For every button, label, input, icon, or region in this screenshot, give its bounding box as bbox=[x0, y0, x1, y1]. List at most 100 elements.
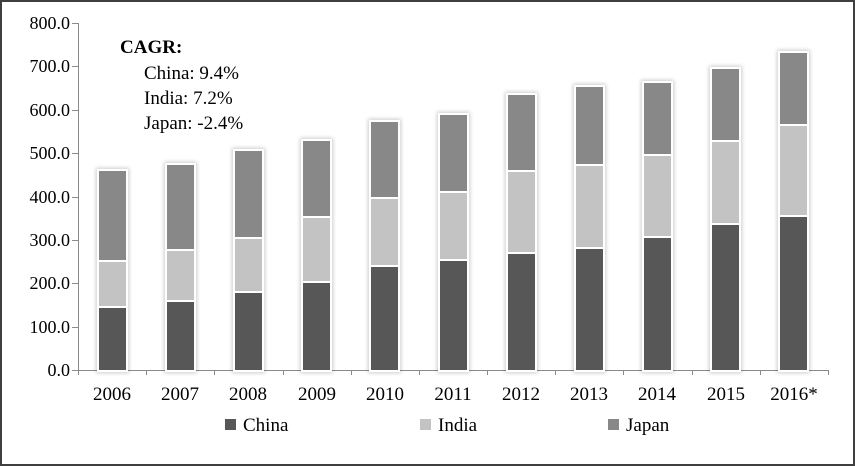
bar-segment-japan-2009 bbox=[303, 140, 330, 217]
bar-2007 bbox=[167, 164, 194, 370]
x-axis-tick bbox=[555, 370, 556, 375]
bar-segment-india-2016* bbox=[780, 123, 807, 215]
bar-segment-japan-2016* bbox=[780, 53, 807, 124]
x-axis-tick bbox=[78, 370, 79, 375]
y-axis-tick bbox=[72, 66, 78, 67]
bar-2006 bbox=[99, 170, 126, 370]
bar-segment-india-2010 bbox=[371, 197, 398, 266]
bar-segment-china-2015 bbox=[712, 223, 739, 370]
x-axis-label: 2012 bbox=[502, 384, 540, 405]
legend-item-china: China bbox=[225, 415, 288, 437]
x-axis-tick bbox=[419, 370, 420, 375]
x-axis-tick bbox=[283, 370, 284, 375]
x-axis-tick bbox=[692, 370, 693, 375]
y-axis-label: 700.0 bbox=[29, 56, 71, 76]
x-axis-tick bbox=[487, 370, 488, 375]
bar-segment-india-2014 bbox=[644, 153, 671, 236]
bar-2009 bbox=[303, 140, 330, 370]
legend-item-japan: Japan bbox=[608, 415, 669, 437]
bar-2015 bbox=[712, 69, 739, 370]
y-axis-label: 300.0 bbox=[29, 230, 71, 250]
bar-segment-japan-2008 bbox=[235, 151, 262, 238]
y-axis-label: 600.0 bbox=[29, 100, 71, 120]
bar-segment-india-2006 bbox=[99, 259, 126, 307]
y-axis-tick bbox=[72, 370, 78, 371]
bar-2011 bbox=[440, 115, 467, 370]
bar-segment-india-2009 bbox=[303, 216, 330, 281]
cagr-line-china: China: 9.4% bbox=[144, 63, 239, 84]
bar-2014 bbox=[644, 82, 671, 370]
bar-segment-india-2007 bbox=[167, 249, 194, 300]
bar-segment-india-2013 bbox=[576, 163, 603, 248]
bar-segment-japan-2012 bbox=[508, 94, 535, 171]
bar-2016* bbox=[780, 53, 807, 370]
bar-segment-japan-2015 bbox=[712, 69, 739, 140]
legend-label-china: China bbox=[243, 415, 289, 436]
legend-swatch-china-icon bbox=[225, 419, 236, 430]
y-axis-tick bbox=[72, 110, 78, 111]
bar-segment-china-2011 bbox=[440, 259, 467, 370]
x-axis-label: 2015 bbox=[707, 384, 745, 405]
bar-segment-china-2014 bbox=[644, 235, 671, 370]
x-axis-label: 2013 bbox=[570, 384, 608, 405]
bar-segment-china-2010 bbox=[371, 265, 398, 370]
bar-segment-japan-2010 bbox=[371, 121, 398, 198]
bar-2008 bbox=[235, 151, 262, 370]
bar-segment-japan-2014 bbox=[644, 82, 671, 154]
bar-2012 bbox=[508, 94, 535, 370]
cagr-line-japan: Japan: -2.4% bbox=[144, 113, 244, 134]
legend-swatch-japan-icon bbox=[608, 419, 619, 430]
bar-segment-japan-2011 bbox=[440, 115, 467, 191]
cagr-line-india: India: 7.2% bbox=[144, 88, 233, 109]
bar-segment-india-2011 bbox=[440, 190, 467, 259]
y-axis-tick bbox=[72, 240, 78, 241]
bar-2010 bbox=[371, 121, 398, 370]
bar-segment-india-2015 bbox=[712, 139, 739, 224]
x-axis-label: 2006 bbox=[93, 384, 131, 405]
y-axis-label: 400.0 bbox=[29, 187, 71, 207]
y-axis-tick bbox=[72, 283, 78, 284]
x-axis-tick bbox=[828, 370, 829, 375]
x-axis-label: 2014 bbox=[638, 384, 676, 405]
bar-segment-japan-2013 bbox=[576, 87, 603, 164]
x-axis-tick bbox=[623, 370, 624, 375]
cagr-title: CAGR: bbox=[120, 37, 183, 58]
x-axis-line bbox=[78, 370, 828, 371]
y-axis-label: 200.0 bbox=[29, 273, 71, 293]
bar-segment-china-2012 bbox=[508, 252, 535, 370]
legend-label-japan: Japan bbox=[626, 415, 670, 436]
x-axis-tick bbox=[146, 370, 147, 375]
x-axis-label: 2009 bbox=[298, 384, 336, 405]
bar-segment-japan-2007 bbox=[167, 164, 194, 250]
y-axis-tick bbox=[72, 153, 78, 154]
x-axis-label: 2011 bbox=[434, 384, 472, 405]
bar-segment-japan-2006 bbox=[99, 170, 126, 260]
x-axis-label: 2007 bbox=[161, 384, 199, 405]
x-axis-tick bbox=[760, 370, 761, 375]
cagr-annotation: CAGR: China: 9.4% India: 7.2% Japan: -2.… bbox=[120, 36, 243, 136]
bar-segment-china-2006 bbox=[99, 306, 126, 370]
y-axis-tick bbox=[72, 197, 78, 198]
y-axis-line bbox=[78, 23, 79, 371]
y-axis-tick bbox=[72, 23, 78, 24]
x-axis-label: 2010 bbox=[366, 384, 404, 405]
x-axis-tick bbox=[351, 370, 352, 375]
bar-2013 bbox=[576, 87, 603, 370]
y-axis-tick bbox=[72, 327, 78, 328]
legend-label-india: India bbox=[438, 415, 478, 436]
x-axis-label: 2016* bbox=[770, 384, 818, 405]
bar-segment-china-2009 bbox=[303, 280, 330, 370]
x-axis-tick bbox=[214, 370, 215, 375]
bar-segment-india-2008 bbox=[235, 237, 262, 291]
legend-item-india: India bbox=[420, 415, 477, 437]
bar-segment-india-2012 bbox=[508, 170, 535, 253]
y-axis-label: 800.0 bbox=[29, 13, 71, 33]
bar-segment-china-2016* bbox=[780, 214, 807, 370]
legend-swatch-india-icon bbox=[420, 419, 431, 430]
bar-segment-china-2008 bbox=[235, 290, 262, 370]
y-axis-label: 100.0 bbox=[29, 317, 71, 337]
y-axis-label: 0.0 bbox=[47, 360, 71, 380]
bar-segment-china-2013 bbox=[576, 247, 603, 370]
